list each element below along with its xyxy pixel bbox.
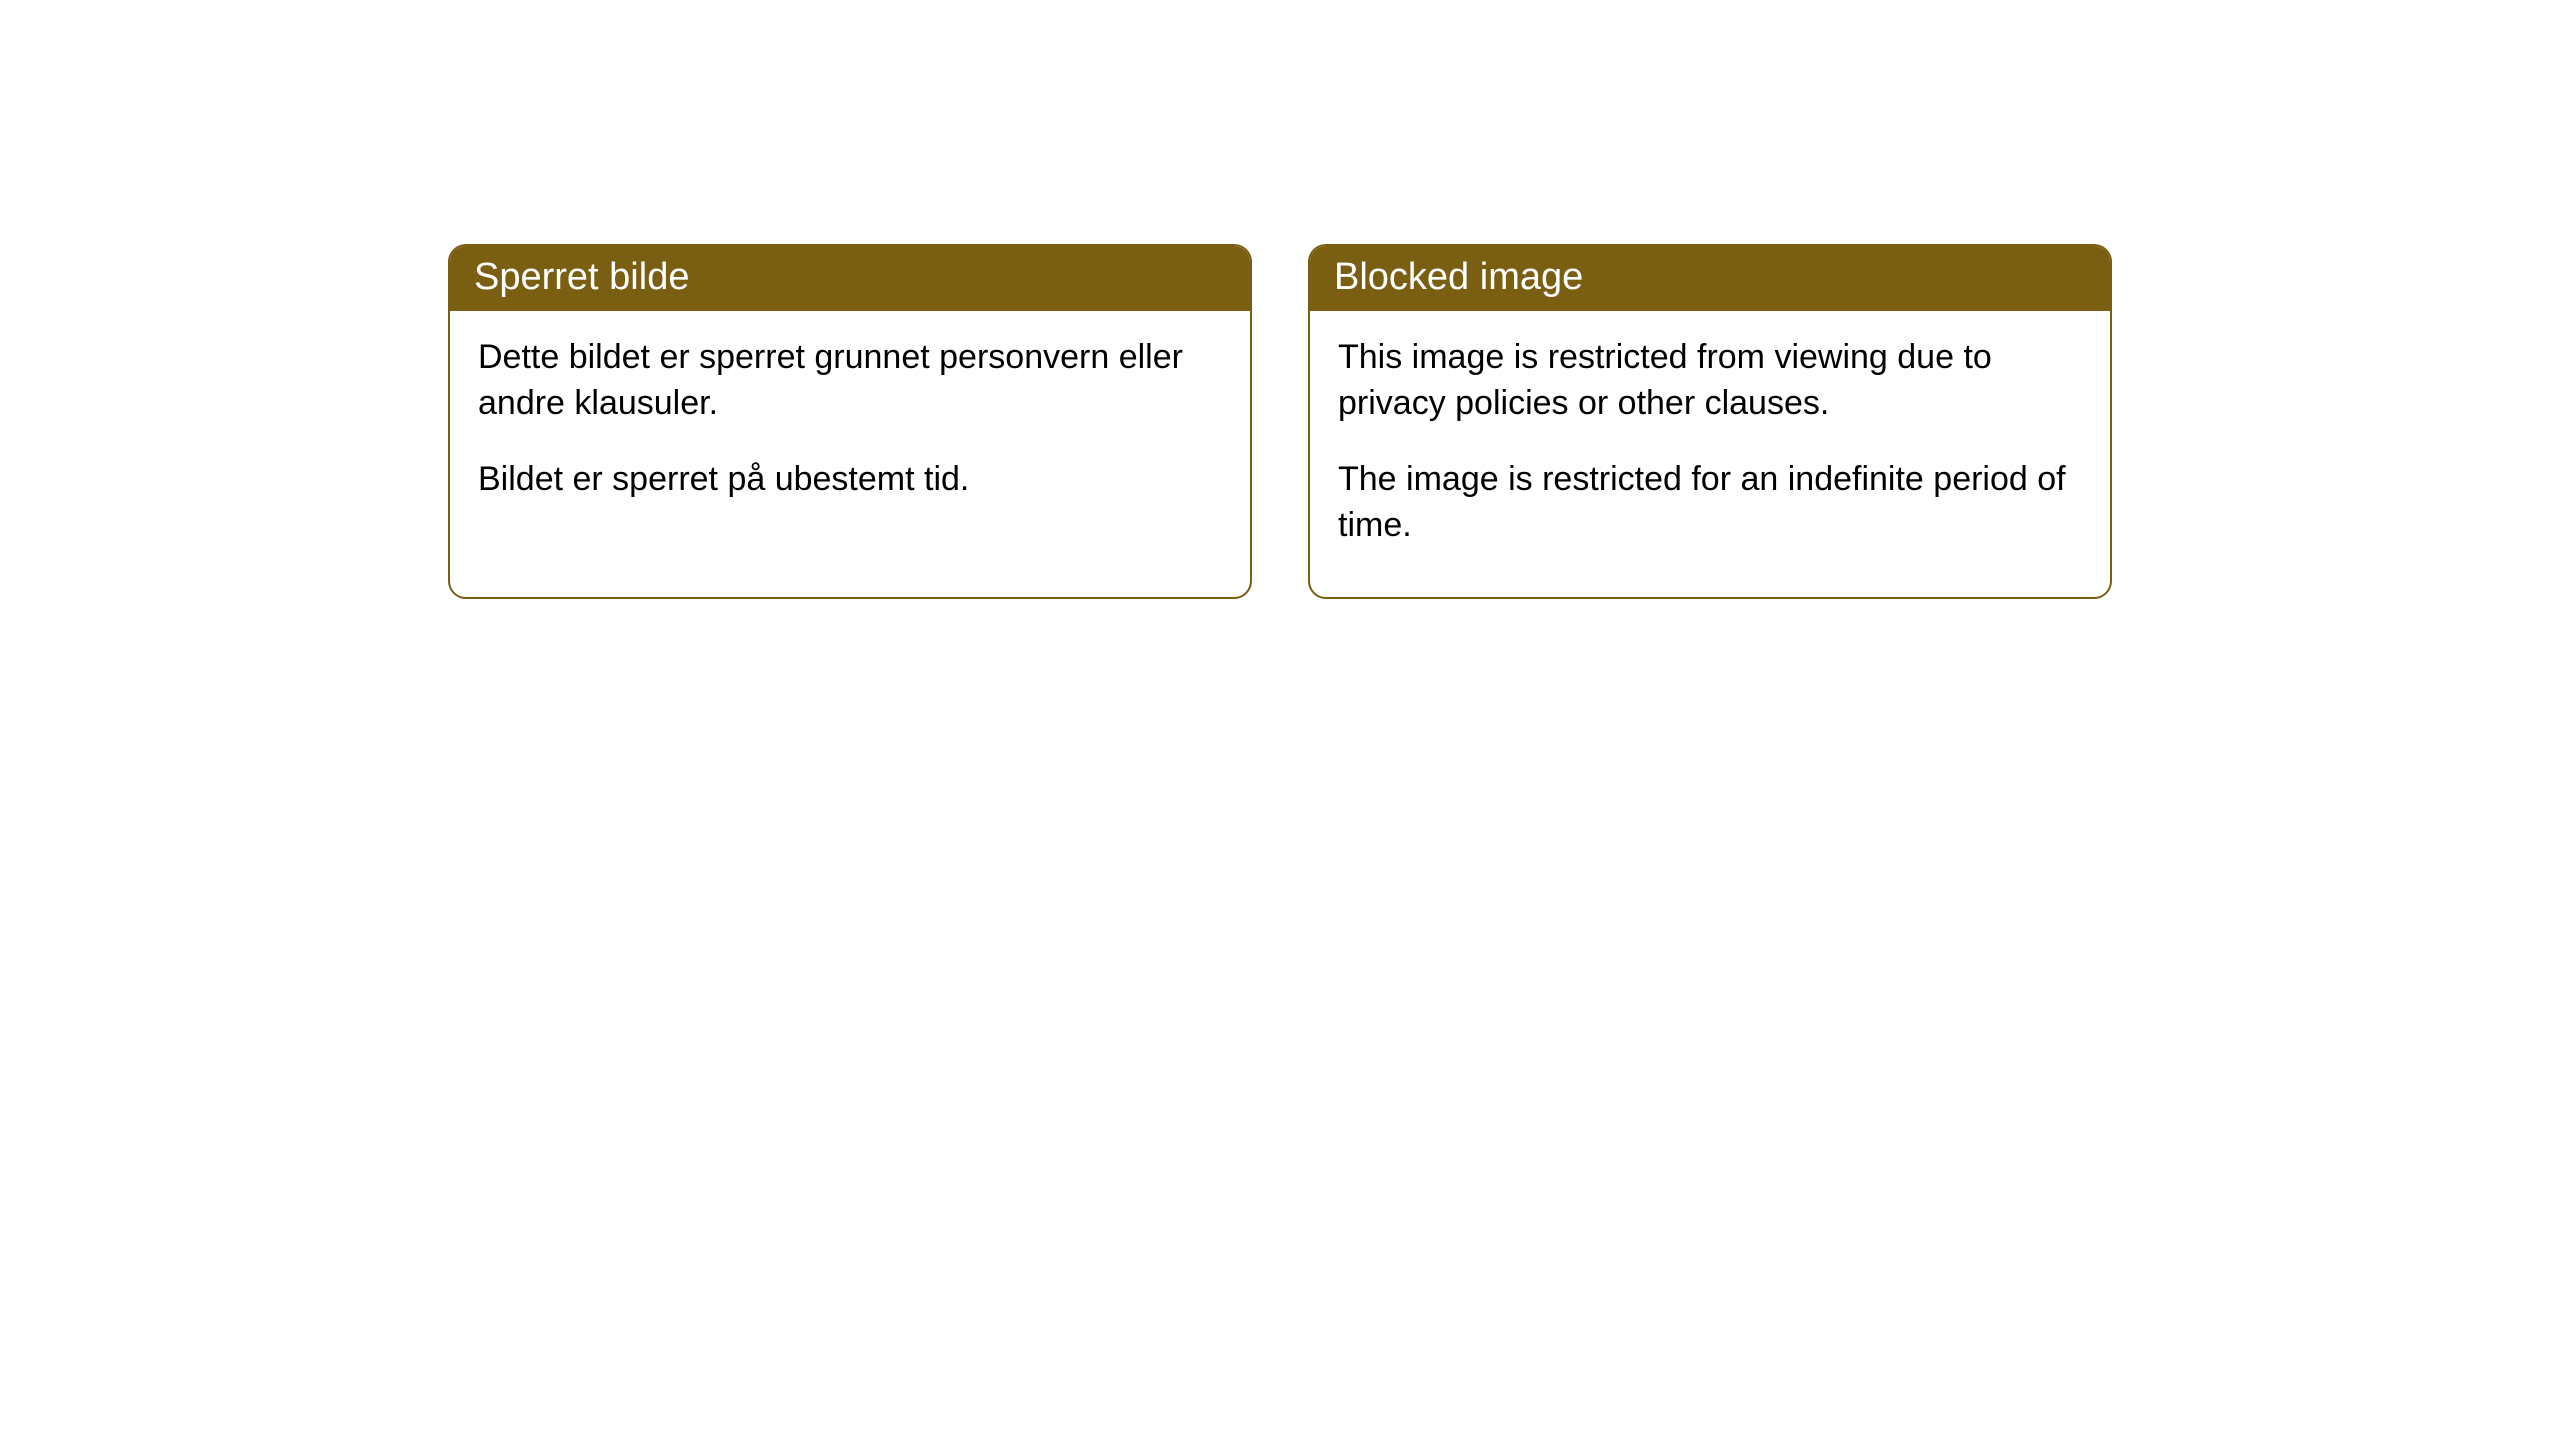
card-header: Blocked image	[1310, 246, 2110, 311]
blocked-image-card-norwegian: Sperret bilde Dette bildet er sperret gr…	[448, 244, 1252, 599]
card-paragraph: This image is restricted from viewing du…	[1338, 335, 2082, 427]
card-paragraph: Dette bildet er sperret grunnet personve…	[478, 335, 1222, 427]
blocked-image-card-english: Blocked image This image is restricted f…	[1308, 244, 2112, 599]
cards-container: Sperret bilde Dette bildet er sperret gr…	[0, 0, 2560, 599]
card-body: Dette bildet er sperret grunnet personve…	[450, 311, 1250, 551]
card-body: This image is restricted from viewing du…	[1310, 311, 2110, 597]
card-paragraph: The image is restricted for an indefinit…	[1338, 457, 2082, 549]
card-header: Sperret bilde	[450, 246, 1250, 311]
card-paragraph: Bildet er sperret på ubestemt tid.	[478, 457, 1222, 503]
